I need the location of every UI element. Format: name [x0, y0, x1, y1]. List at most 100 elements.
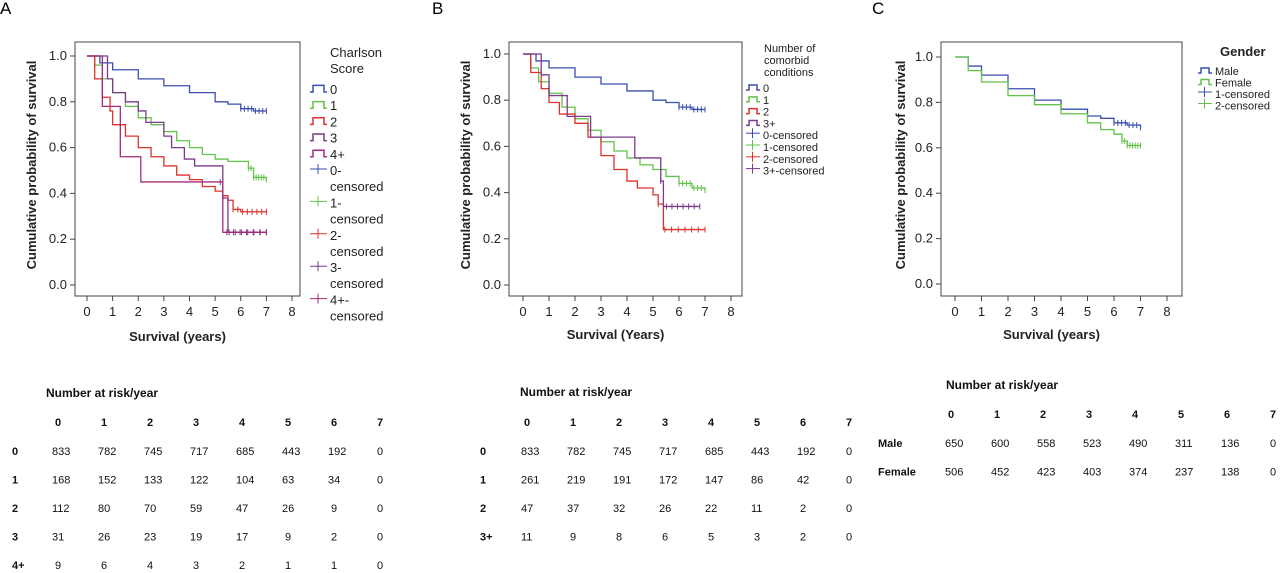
legend-label-cont: censored	[330, 179, 383, 194]
risk-table-cell: 9	[285, 532, 291, 544]
risk-table-cell: 0	[377, 446, 383, 458]
risk-table-row-label: 1	[480, 475, 486, 487]
y-axis-title: Cumulative probability of survival	[893, 61, 908, 270]
risk-table-cell: 136	[1221, 438, 1239, 450]
legend-label-cont: censored	[330, 309, 383, 324]
x-tick-label: 5	[212, 304, 219, 319]
legend-swatch	[746, 119, 760, 127]
risk-table-column-header: 0	[55, 417, 61, 429]
risk-table-cell: 192	[328, 446, 346, 458]
risk-table-cell: 311	[1175, 438, 1193, 450]
risk-table-cell: 782	[98, 446, 116, 458]
x-tick-label: 4	[186, 304, 193, 319]
legend-label: 4+-	[330, 293, 349, 308]
legend-swatch	[310, 117, 327, 126]
risk-table-column-header: 4	[1132, 409, 1139, 421]
x-tick-label: 2	[1004, 304, 1011, 319]
risk-table-cell: 261	[521, 475, 539, 487]
risk-table-cell: 86	[751, 475, 763, 487]
legend-label: 3+-censored	[763, 166, 824, 178]
legend-label-cont: censored	[330, 244, 383, 259]
risk-table: Number at risk/year 0 1 2 3 4 5 6 7 0 833 782 745 717…	[480, 385, 852, 544]
risk-table-cell: 147	[705, 475, 723, 487]
risk-table-cell: 650	[945, 438, 963, 450]
legend-swatch	[310, 84, 327, 93]
x-axis-title: Survival (Years)	[567, 327, 665, 342]
x-tick-label: 6	[1110, 304, 1117, 319]
panel-letter: B	[432, 0, 443, 18]
risk-table-cell: 0	[846, 532, 852, 544]
risk-table-cell: 717	[190, 446, 208, 458]
risk-table-cell: 2	[239, 560, 245, 572]
x-tick-label: 1	[978, 304, 985, 319]
risk-table-column-header: 5	[1178, 409, 1184, 421]
legend-label: 1	[330, 98, 337, 113]
risk-table-cell: 11	[521, 532, 532, 544]
risk-table-cell: 11	[751, 503, 762, 515]
legend-label: 3	[330, 131, 337, 146]
risk-table-cell: 443	[282, 446, 300, 458]
legend-label: 1	[763, 95, 769, 107]
risk-table-cell: 34	[328, 475, 340, 487]
risk-table-cell: 31	[52, 532, 64, 544]
plot-frame	[508, 41, 743, 297]
risk-table-cell: 47	[236, 503, 248, 515]
x-tick-label: 7	[701, 304, 708, 319]
risk-table-cell: 26	[659, 503, 671, 515]
risk-table-column-header: 2	[1040, 409, 1046, 421]
y-tick-label: 0.6	[483, 138, 501, 153]
series-line-0	[523, 53, 705, 111]
x-tick-label: 7	[1137, 304, 1144, 319]
y-tick-label: 1.0	[483, 46, 501, 61]
legend-swatch	[1198, 67, 1212, 74]
risk-table-cell: 685	[705, 446, 723, 458]
risk-table-cell: 8	[616, 532, 622, 544]
risk-table-row-label: Male	[878, 438, 902, 450]
risk-table-row-label: 1	[12, 475, 18, 487]
legend-swatch	[310, 100, 327, 109]
x-tick-label: 0	[951, 304, 958, 319]
y-tick-label: 0.0	[915, 276, 933, 291]
x-tick-label: 2	[135, 304, 142, 319]
risk-table-cell: 237	[1175, 467, 1193, 479]
risk-table-cell: 26	[282, 503, 294, 515]
risk-table-cell: 9	[570, 532, 576, 544]
risk-table-cell: 47	[521, 503, 533, 515]
legend-label-cont: censored	[330, 211, 383, 226]
x-tick-label: 7	[263, 304, 270, 319]
risk-table-title: Number at risk/year	[46, 386, 158, 400]
risk-table-cell: 2	[800, 503, 806, 515]
risk-table-column-header: 1	[994, 409, 1000, 421]
risk-table-cell: 19	[190, 532, 202, 544]
x-tick-label: 5	[1084, 304, 1091, 319]
risk-table-column-header: 5	[285, 417, 291, 429]
risk-table-cell: 833	[521, 446, 539, 458]
legend-label: 0-	[330, 163, 342, 178]
risk-table-cell: 2	[800, 532, 806, 544]
x-tick-label: 8	[1163, 304, 1170, 319]
risk-table-cell: 80	[98, 503, 110, 515]
risk-table-cell: 833	[52, 446, 70, 458]
series-line-3	[87, 55, 267, 233]
risk-table-cell: 2	[331, 532, 337, 544]
risk-table-column-header: 7	[377, 417, 383, 429]
risk-table-cell: 0	[377, 532, 383, 544]
legend-label: 3+	[763, 118, 776, 130]
x-tick-label: 0	[519, 304, 526, 319]
legend-label: 0	[330, 82, 337, 97]
risk-table-cell: 374	[1129, 467, 1147, 479]
risk-table-cell: 0	[846, 475, 852, 487]
panel-letter: A	[0, 0, 12, 18]
risk-table-cell: 138	[1221, 467, 1239, 479]
risk-table-cell: 403	[1083, 467, 1101, 479]
risk-table-cell: 9	[55, 560, 61, 572]
series-line-1	[87, 55, 268, 180]
chart-panel-c: C 0.0 0.2 0.4 0.6 0.8 1.0 0 1 2 3 4 5 6 7 8 Survival (ye…	[872, 0, 1276, 479]
legend-label: 3-	[330, 260, 342, 275]
legend-label: 4+	[330, 147, 345, 162]
series-line-3plus	[523, 53, 700, 208]
risk-table-column-header: 6	[331, 417, 337, 429]
risk-table-cell: 112	[52, 503, 70, 515]
risk-table-cell: 0	[1270, 467, 1276, 479]
